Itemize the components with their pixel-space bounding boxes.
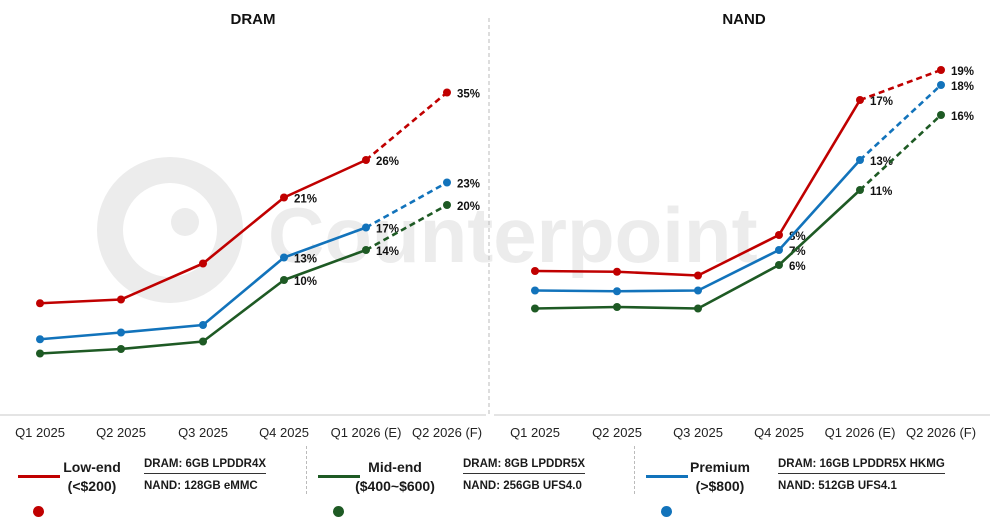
dram-series-low-point <box>199 259 207 268</box>
dram-series-mid-data-label: 14% <box>376 246 399 258</box>
nand-series-premium-point <box>775 246 783 254</box>
nand-series-premium-point <box>531 286 539 295</box>
nand-series-mid-forecast-line <box>859 114 942 191</box>
nand-series-premium-point <box>937 81 945 89</box>
nand-series-mid-data-label: 6% <box>789 261 806 273</box>
dram-series-low-data-label: 21% <box>294 194 317 206</box>
dram-series-mid-data-label: 10% <box>294 276 317 288</box>
nand-series-premium-data-label: 13% <box>870 156 893 168</box>
dram-series-mid-data-label: 20% <box>457 201 480 213</box>
dram-series-premium-point <box>280 253 288 262</box>
legend-dram-spec: DRAM: 8GB LPDDR5X <box>463 458 586 474</box>
nand-series-low-point <box>694 271 702 280</box>
dram-series-low-point <box>36 299 44 308</box>
dram-series-mid-forecast-line <box>365 203 448 252</box>
dram-series-low-point <box>362 156 370 164</box>
legend-label: Premium (>$800) <box>680 458 760 496</box>
nand-series-mid-point <box>613 303 621 311</box>
legend-nand-spec: NAND: 256GB UFS4.0 <box>463 480 582 492</box>
legend-label-line1: Mid-end <box>368 459 422 475</box>
nand-series-low-data-label: 19% <box>951 66 974 78</box>
dram-series-premium-data-label: 23% <box>457 179 480 191</box>
legend-dram-spec: DRAM: 6GB LPDDR4X <box>144 458 267 474</box>
dram-x-tick-label: Q2 2026 (F) <box>412 425 482 440</box>
dram-series-low-point <box>117 295 125 304</box>
legend-marker-icon <box>661 506 672 517</box>
nand-series-low-point <box>613 267 621 276</box>
nand-series-low-point <box>937 66 945 74</box>
legend-nand-spec: NAND: 128GB eMMC <box>144 480 258 492</box>
dram-series-mid-point <box>36 349 44 358</box>
dram-series-premium-point <box>199 321 207 329</box>
legend-label-line1: Premium <box>690 459 750 475</box>
nand-x-tick-label: Q3 2025 <box>673 425 723 440</box>
dram-series-low-forecast-line <box>365 91 448 161</box>
dram-chart-title: DRAM <box>231 11 276 28</box>
legend-marker-icon <box>33 506 44 517</box>
nand-series-mid-point <box>856 186 864 194</box>
nand-series-mid-data-label: 11% <box>870 186 892 198</box>
legend-label-line2: (>$800) <box>695 478 745 494</box>
nand-series-mid-data-label: 16% <box>951 111 974 123</box>
nand-x-tick-label: Q4 2025 <box>754 425 804 440</box>
watermark: Counterpoint <box>97 157 758 303</box>
nand-x-tick-label: Q1 2026 (E) <box>825 425 896 440</box>
dram-series-mid-point <box>443 201 451 209</box>
legend-label: Low-end (<$200) <box>52 458 132 496</box>
nand-series-premium-forecast-line <box>859 84 942 161</box>
dram-series-low-data-label: 26% <box>376 156 399 168</box>
legend-label: Mid-end ($400~$600) <box>342 458 448 496</box>
nand-series-low-point <box>856 96 864 104</box>
legend-separator <box>634 446 635 494</box>
nand-series-premium-point <box>856 156 864 164</box>
nand-x-tick-label: Q2 2026 (F) <box>906 425 976 440</box>
dram-x-tick-label: Q1 2026 (E) <box>331 425 402 440</box>
legend-separator <box>306 446 307 494</box>
nand-series-low-point <box>531 267 539 275</box>
legend-marker-icon <box>333 506 344 517</box>
dram-x-tick-label: Q3 2025 <box>178 425 228 440</box>
watermark-logo-icon <box>97 157 243 303</box>
nand-series-mid-point <box>937 111 945 119</box>
watermark-text: Counterpoint <box>268 191 758 279</box>
nand-series-low-data-label: 17% <box>870 96 893 108</box>
nand-series-mid-point <box>531 304 539 313</box>
dram-series-low-point <box>443 88 451 97</box>
dram-x-tick-label: Q1 2025 <box>15 425 65 440</box>
watermark-logo-dot-icon <box>171 208 199 236</box>
dram-series-premium-forecast-line <box>365 181 448 229</box>
chart-canvas: Counterpoint DRAM NAND Q1 2025 Q2 2025 Q3 … <box>0 11 990 440</box>
dram-series-low-point <box>280 193 288 202</box>
legend-label-line1: Low-end <box>63 459 121 475</box>
nand-x-tick-label: Q1 2025 <box>510 425 560 440</box>
nand-series-premium-point <box>694 286 702 295</box>
dram-x-tick-label: Q2 2025 <box>96 425 146 440</box>
dram-series-mid-point <box>362 246 370 254</box>
nand-chart-title: NAND <box>722 11 765 28</box>
dram-series-premium-point <box>362 223 370 232</box>
legend-nand-spec: NAND: 512GB UFS4.1 <box>778 480 897 492</box>
nand-series-premium-data-label: 7% <box>789 246 806 258</box>
nand-series-mid-point <box>775 261 783 269</box>
dram-series-premium-point <box>117 328 125 337</box>
dram-series-premium-point <box>36 335 44 344</box>
dram-series-mid-point <box>199 337 207 346</box>
nand-series-mid-point <box>694 304 702 313</box>
legend-dram-spec: DRAM: 16GB LPDDR5X HKMG <box>778 458 945 474</box>
dram-series-premium-data-label: 17% <box>376 224 399 236</box>
dram-series-mid-point <box>117 345 125 353</box>
nand-series-low-forecast-line <box>859 68 942 102</box>
nand-series-premium-point <box>613 287 621 296</box>
legend-label-line2: (<$200) <box>67 478 117 494</box>
dram-series-premium-point <box>443 178 451 187</box>
nand-series-premium-data-label: 18% <box>951 81 974 93</box>
dram-series-low-data-label: 35% <box>457 89 480 101</box>
nand-series-low-point <box>775 231 783 239</box>
legend: Low-end (<$200) DRAM: 6GB LPDDR4X NAND: 128… <box>0 440 1001 517</box>
dram-series-premium-data-label: 13% <box>294 254 317 266</box>
dram-x-tick-label: Q4 2025 <box>259 425 309 440</box>
dram-series-mid-point <box>280 276 288 284</box>
nand-x-tick-label: Q2 2025 <box>592 425 642 440</box>
legend-label-line2: ($400~$600) <box>355 478 435 494</box>
